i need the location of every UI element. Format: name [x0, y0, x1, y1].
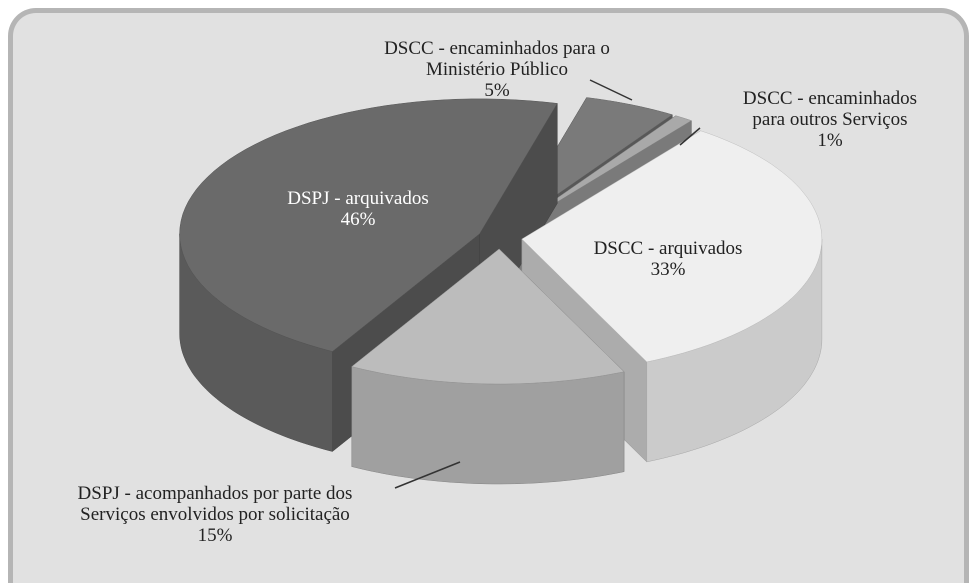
- slice-value: 46%: [340, 209, 376, 230]
- slice-value: 1%: [817, 130, 843, 151]
- slice-top: [351, 248, 625, 385]
- slice-top: [521, 130, 823, 363]
- slice-label: DSPJ - arquivados 46%: [233, 188, 483, 230]
- slice-name: DSPJ - acompanhados por parte dos Serviç…: [77, 483, 353, 525]
- slice-value: 15%: [197, 525, 233, 546]
- slice-value: 33%: [650, 259, 686, 280]
- slice-value: 5%: [484, 80, 510, 101]
- leader-line: [589, 79, 633, 101]
- slice-name: DSPJ - arquivados: [287, 188, 429, 209]
- slice-name: DSCC - encaminhados para o Ministério Pú…: [384, 38, 610, 80]
- slice-label: DSCC - encaminhados para outros Serviços…: [735, 88, 925, 151]
- slice-name: DSCC - encaminhados para outros Serviços: [742, 88, 918, 130]
- slice-top: [179, 98, 558, 352]
- slice-label: DSCC - arquivados 33%: [538, 238, 798, 280]
- leader-line: [394, 461, 461, 489]
- leader-line: [679, 127, 701, 146]
- slice-label: DSCC - encaminhados para o Ministério Pú…: [372, 38, 622, 101]
- slice-side: [351, 366, 625, 485]
- slice-name: DSCC - arquivados: [593, 238, 743, 259]
- slice-label: DSPJ - acompanhados por parte dos Serviç…: [50, 483, 380, 546]
